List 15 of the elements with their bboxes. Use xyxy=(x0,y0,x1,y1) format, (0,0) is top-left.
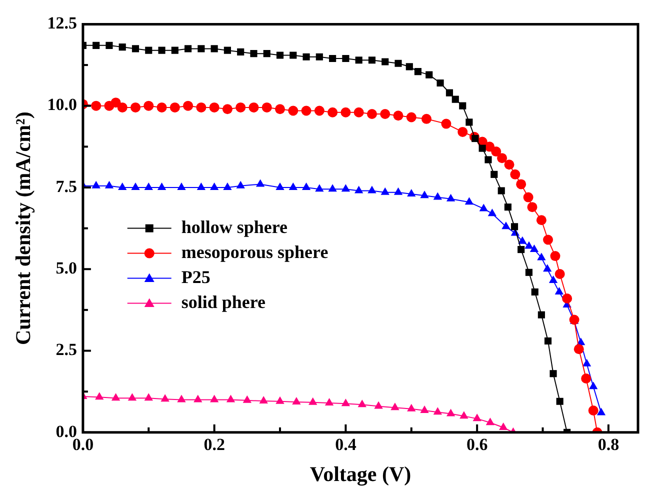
y-tick-label: 2.5 xyxy=(56,340,77,360)
y-tick-label: 5.0 xyxy=(56,258,77,278)
legend-label: hollow sphere xyxy=(181,216,288,237)
legend-label: mesoporous sphere xyxy=(181,242,328,262)
y-axis-title: Current density (mA/cm²) xyxy=(11,112,36,345)
y-tick-label: 10.0 xyxy=(47,95,77,114)
y-tick-label: 7.5 xyxy=(56,176,77,196)
x-tick-label: 0.2 xyxy=(204,434,225,454)
x-tick-label: 0.6 xyxy=(466,434,488,454)
legend-label: solid phere xyxy=(181,292,266,312)
x-axis-title: Voltage (V) xyxy=(310,462,412,486)
y-tick-label: 12.5 xyxy=(47,14,77,33)
x-tick-label: 0.4 xyxy=(335,434,357,454)
legend-label: P25 xyxy=(181,266,210,287)
x-tick-label: 0.8 xyxy=(598,434,620,454)
